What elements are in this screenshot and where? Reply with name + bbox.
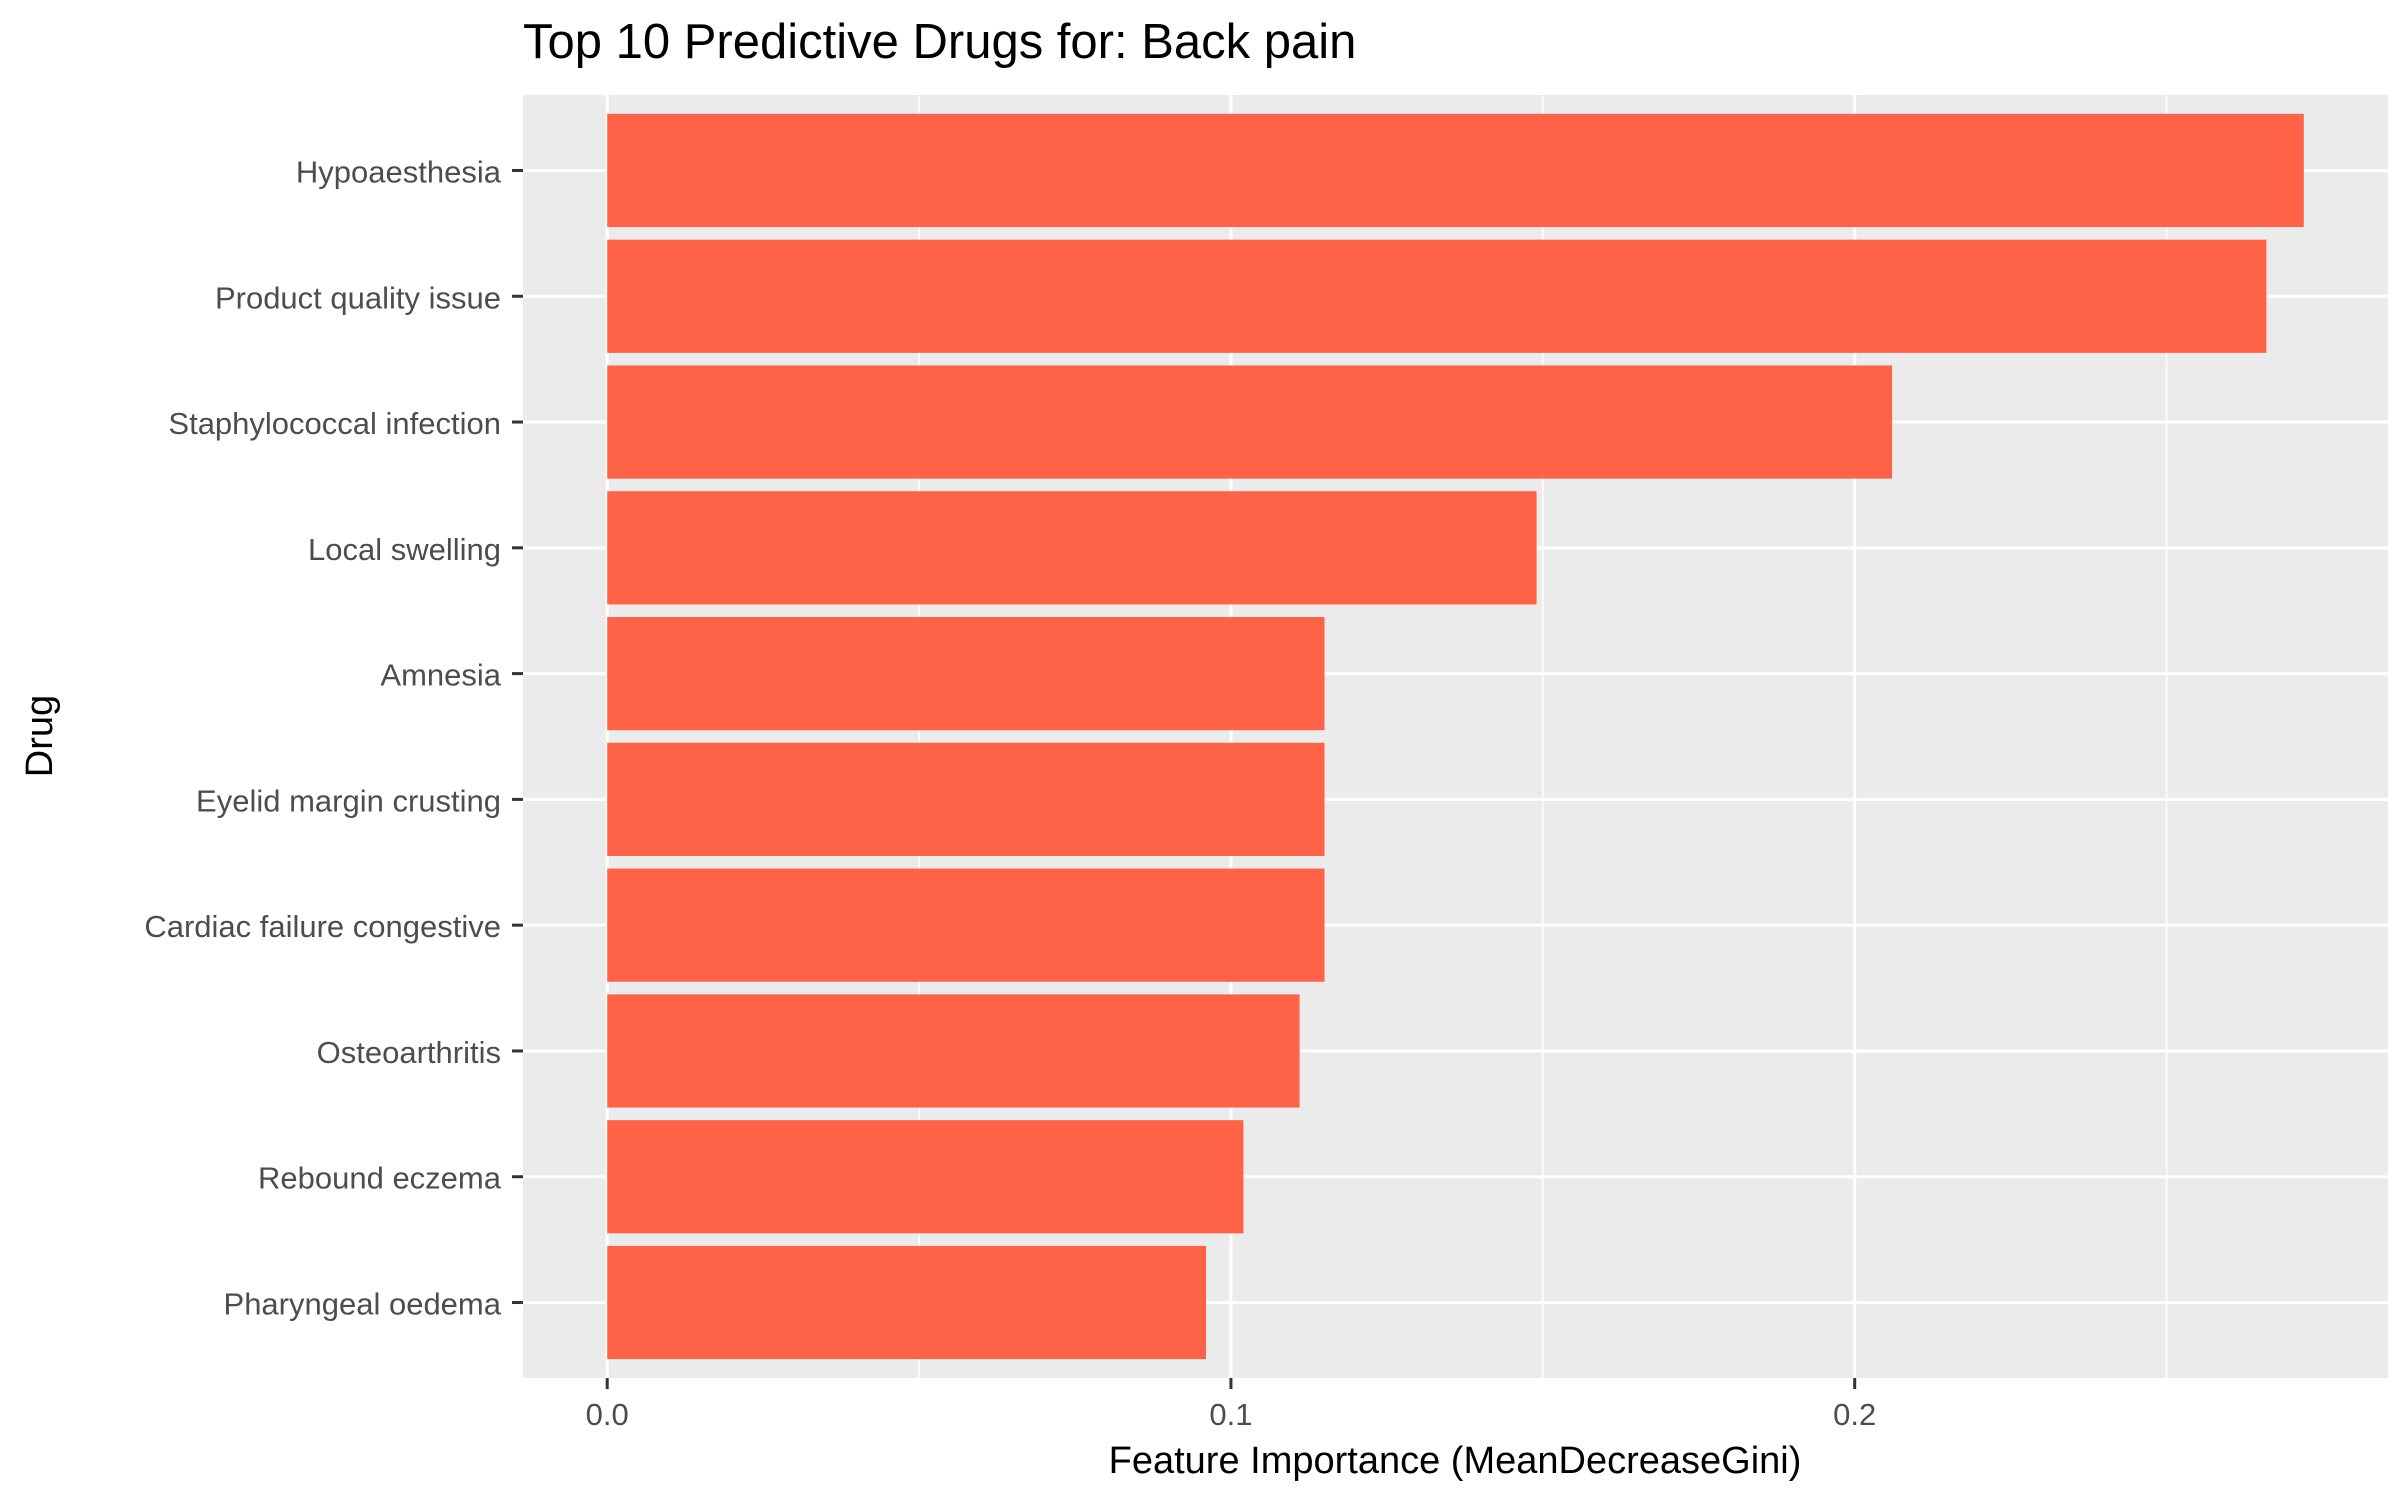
y-tick-label: Eyelid margin crusting — [196, 783, 501, 818]
bar — [607, 868, 1325, 982]
y-tick-label: Cardiac failure congestive — [144, 909, 501, 944]
bar — [607, 617, 1325, 731]
bar — [607, 1245, 1207, 1360]
bar — [607, 1120, 1244, 1234]
y-tick-label: Local swelling — [308, 532, 501, 567]
bar — [607, 239, 2267, 353]
bar — [607, 365, 1893, 479]
y-tick-label: Rebound eczema — [258, 1161, 502, 1196]
x-tick-label: 0.2 — [1833, 1397, 1876, 1432]
bar — [607, 491, 1537, 605]
bar — [607, 994, 1300, 1108]
x-tick-label: 0.1 — [1209, 1397, 1252, 1432]
bar — [607, 742, 1325, 856]
x-tick-label: 0.0 — [586, 1397, 629, 1432]
x-axis-title: Feature Importance (MeanDecreaseGini) — [1109, 1440, 1802, 1482]
y-tick-label: Amnesia — [380, 658, 501, 693]
y-axis-title: Drug — [19, 695, 61, 777]
y-tick-label: Staphylococcal infection — [168, 406, 501, 441]
y-tick-label: Pharyngeal oedema — [224, 1287, 502, 1322]
y-tick-label: Hypoaesthesia — [296, 154, 502, 189]
bar — [607, 113, 2304, 228]
y-tick-label: Product quality issue — [215, 280, 501, 315]
chart-title: Top 10 Predictive Drugs for: Back pain — [523, 15, 1356, 69]
y-tick-label: Osteoarthritis — [317, 1035, 501, 1070]
